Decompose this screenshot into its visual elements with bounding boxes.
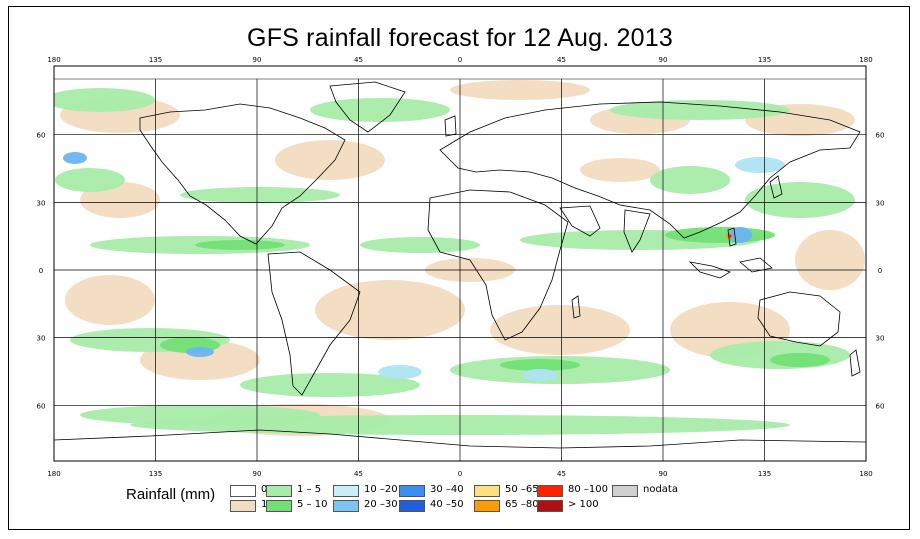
top-lon-label: 45 [354,56,363,64]
top-lon-label: 180 [859,56,872,64]
bottom-lon-label: 0 [458,470,462,478]
legend-swatch [333,485,359,497]
legend-label: nodata [643,484,678,495]
right-lat-label: 30 [876,335,885,343]
right-lat-label: 0 [878,267,882,275]
legend-swatch [230,485,256,497]
bottom-lon-label: 90 [253,470,262,478]
bottom-lon-label: 135 [758,470,771,478]
legend-label: 5 – 10 [297,499,328,510]
legend-label: 1 [261,499,268,510]
legend-swatch [333,500,359,512]
top-lon-label: 90 [253,56,262,64]
legend-label: 80 –100 [568,484,608,495]
top-lon-label: 135 [758,56,771,64]
legend-label: 40 –50 [430,499,464,510]
legend-swatch [537,485,563,497]
left-lat-label: 30 [37,335,46,343]
bottom-lon-label: 90 [659,470,668,478]
top-lon-label: 45 [557,56,566,64]
left-lat-label: 60 [37,402,46,410]
legend-label: 1 – 5 [297,484,322,495]
right-lat-label: 30 [876,199,885,207]
legend-swatch [474,500,500,512]
left-lat-label: 0 [39,267,43,275]
legend-swatch [399,500,425,512]
map-border [53,65,867,462]
legend-swatch [399,485,425,497]
top-lon-label: 0 [458,56,462,64]
bottom-lon-label: 45 [354,470,363,478]
map-title: GFS rainfall forecast for 12 Aug. 2013 [247,24,673,52]
graticule [54,79,866,461]
top-lon-label: 180 [47,56,60,64]
legend-swatch [230,500,256,512]
legend-label: 65 –80 [505,499,539,510]
legend-label: 10 –20 [364,484,398,495]
legend-label: > 100 [568,499,599,510]
legend-swatch [474,485,500,497]
top-lon-label: 90 [659,56,668,64]
rainfall-field [54,80,865,436]
legend-swatch [266,500,292,512]
right-lat-label: 60 [876,402,885,410]
bottom-lon-label: 135 [149,470,162,478]
legend-label: 0 [261,484,268,495]
legend-swatch [612,485,638,497]
legend-label: 50 –65 [505,484,539,495]
legend-label: 30 –40 [430,484,464,495]
legend-label: 20 –30 [364,499,398,510]
bottom-lon-label: 180 [859,470,872,478]
bottom-lon-label: 180 [47,470,60,478]
left-lat-label: 60 [37,132,46,140]
legend-swatch [537,500,563,512]
legend-swatch [266,485,292,497]
right-lat-label: 60 [876,132,885,140]
figure-frame [8,6,910,530]
bottom-lon-label: 45 [557,470,566,478]
legend-title: Rainfall (mm) [126,486,216,503]
axis-ticks: 180 180 135 135 90 90 45 45 0 0 45 45 90 90 135 135 180 1… [37,56,885,478]
left-lat-label: 30 [37,199,46,207]
top-lon-label: 135 [149,56,162,64]
